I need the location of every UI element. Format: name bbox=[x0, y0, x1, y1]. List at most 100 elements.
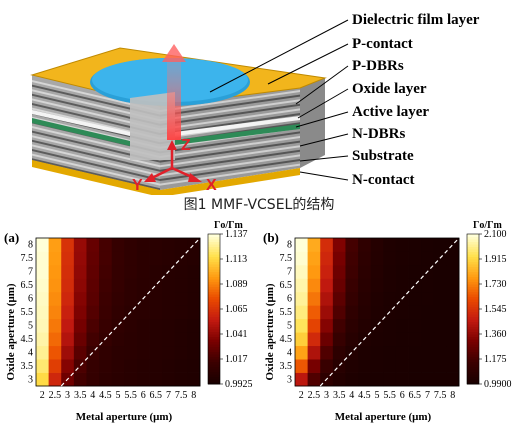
heatmap-cell bbox=[295, 345, 309, 360]
colorbar-tick-label: 2.100 bbox=[484, 229, 507, 240]
colorbar-segment bbox=[208, 309, 220, 312]
heatmap-cell bbox=[73, 318, 87, 333]
plot-frame bbox=[35, 237, 201, 387]
heatmap-cell bbox=[187, 251, 201, 266]
heatmap-b-xticks: 2 2.5 3 3.5 4 4.5 5 5.5 6 6.5 7 7.5 8 bbox=[299, 390, 455, 401]
heatmap-cell bbox=[433, 345, 447, 360]
colorbar-segment bbox=[467, 294, 479, 297]
colorbar-segment bbox=[467, 279, 479, 282]
x-tick-label: 5 bbox=[116, 390, 121, 401]
heatmap-cell bbox=[421, 291, 435, 306]
colorbar-segment bbox=[467, 241, 479, 245]
heatmap-b-ylabel: Oxide aperture (μm) bbox=[264, 283, 276, 380]
heatmap-cell bbox=[320, 278, 334, 293]
colorbar-segment bbox=[208, 276, 220, 280]
heatmap-cell bbox=[395, 372, 409, 387]
dbr-stripe bbox=[32, 84, 160, 117]
heatmap-cell bbox=[99, 291, 113, 306]
heatmap-cell bbox=[73, 332, 87, 347]
heatmap-cell bbox=[61, 291, 75, 306]
heatmap-cell bbox=[370, 372, 384, 387]
heatmap-cell bbox=[408, 332, 422, 347]
colorbar-tick-label: 1.113 bbox=[225, 254, 247, 265]
heatmap-cell bbox=[36, 359, 50, 373]
heatmap-cell bbox=[345, 359, 359, 373]
colorbar-segment bbox=[467, 234, 479, 237]
heatmap-cell bbox=[48, 291, 62, 306]
colorbar-segment bbox=[467, 316, 479, 320]
heatmap-cell bbox=[136, 264, 150, 279]
right-face bbox=[300, 78, 325, 168]
heatmap-cell bbox=[307, 305, 321, 320]
heatmap-cell bbox=[36, 238, 50, 252]
heatmap-cell bbox=[295, 305, 309, 320]
heatmap-a-cells bbox=[35, 237, 201, 387]
colorbar-tick-label: 1.089 bbox=[225, 279, 248, 290]
x-tick-label: 4.5 bbox=[99, 390, 112, 401]
heatmap-cell bbox=[446, 318, 460, 333]
x-tick-label: 4 bbox=[90, 390, 95, 401]
heatmap-cell bbox=[307, 251, 321, 266]
oxide-layer-right bbox=[175, 116, 300, 136]
heatmap-cell bbox=[174, 238, 188, 252]
dbr-stripe bbox=[32, 139, 160, 172]
heatmap-cell bbox=[370, 359, 384, 373]
heatmap-cell bbox=[136, 251, 150, 266]
x-tick-label: 6.5 bbox=[409, 390, 422, 401]
colorbar-segment bbox=[208, 351, 220, 355]
heatmap-cell bbox=[295, 372, 309, 387]
label-substrate: Substrate bbox=[352, 148, 414, 164]
colorbar-segment bbox=[208, 326, 220, 330]
heatmap-cell bbox=[332, 291, 346, 306]
colorbar-segment bbox=[208, 324, 220, 327]
heatmap-cell bbox=[149, 359, 163, 373]
heatmap-cell bbox=[187, 238, 201, 252]
x-tick-label: 8 bbox=[450, 390, 455, 401]
x-tick-label: 7.5 bbox=[434, 390, 447, 401]
heatmap-cell bbox=[124, 359, 138, 373]
colorbar-segment bbox=[208, 316, 220, 320]
heatmap-cell bbox=[61, 278, 75, 293]
heatmap-cell bbox=[73, 238, 87, 252]
heatmap-cell bbox=[395, 278, 409, 293]
colorbar-segment bbox=[467, 341, 479, 345]
colorbar-tick-label: 1.545 bbox=[484, 304, 507, 315]
heatmap-cell bbox=[48, 238, 62, 252]
heatmap-cell bbox=[320, 291, 334, 306]
heatmap-cell bbox=[162, 359, 176, 373]
heatmap-cell bbox=[320, 318, 334, 333]
dbr-stripe bbox=[32, 89, 160, 122]
heatmap-cell bbox=[174, 345, 188, 360]
colorbar-segment bbox=[467, 256, 479, 260]
heatmap-b-diagonal bbox=[319, 237, 460, 387]
heatmap-cell bbox=[187, 332, 201, 347]
colorbar-segment bbox=[467, 354, 479, 357]
colorbar-segment bbox=[467, 291, 479, 295]
colorbar-segment bbox=[467, 274, 479, 277]
panel-b-tag: (b) bbox=[263, 230, 279, 245]
heatmap-cell bbox=[86, 251, 100, 266]
heatmap-cell bbox=[48, 305, 62, 320]
heatmap-cell bbox=[86, 305, 100, 320]
heatmap-cell bbox=[295, 264, 309, 279]
heatmap-cell bbox=[174, 332, 188, 347]
colorbar-segment bbox=[467, 371, 479, 375]
heatmap-cell bbox=[408, 251, 422, 266]
heatmap-cell bbox=[61, 345, 75, 360]
colorbar-segment bbox=[208, 244, 220, 247]
heatmap-cell bbox=[345, 264, 359, 279]
heatmap-cell bbox=[370, 345, 384, 360]
colorbar-segment bbox=[208, 291, 220, 295]
colorbar-tick-label: 0.9925 bbox=[225, 379, 253, 390]
oxide-layer-left bbox=[32, 110, 130, 136]
colorbar-segment bbox=[467, 326, 479, 330]
colorbar-segment bbox=[467, 239, 479, 242]
heatmap-cell bbox=[421, 372, 435, 387]
colorbar-segment bbox=[467, 306, 479, 310]
colorbar-segment bbox=[208, 289, 220, 292]
colorbar-segment bbox=[467, 244, 479, 247]
colorbar-segment bbox=[208, 336, 220, 340]
y-tick-label: 4.5 bbox=[280, 334, 293, 345]
heatmap-cell bbox=[187, 372, 201, 387]
heatmap-cell bbox=[36, 332, 50, 347]
